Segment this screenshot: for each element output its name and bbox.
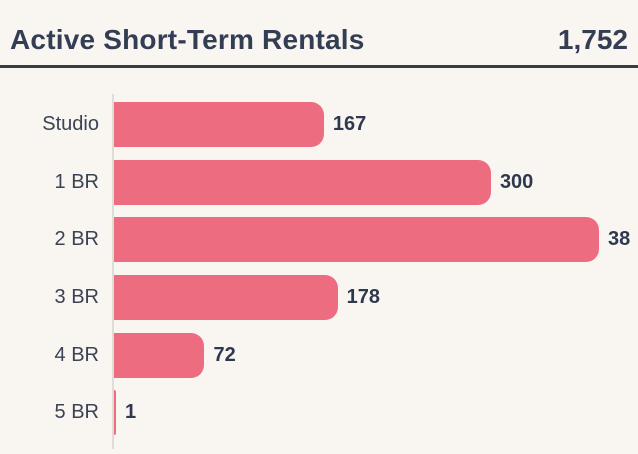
bar-row-1br: 1 BR 300 [0,154,638,212]
bar-1br [114,159,491,205]
bar-track: 300 [114,159,638,205]
bar-chart: Studio 167 1 BR 300 2 BR 38 [0,68,638,449]
bar-5br [114,390,116,436]
bar-track: 1 [114,390,638,436]
bar-row-5br: 5 BR 1 [0,384,638,442]
value-label: 300 [499,170,534,193]
value-label: 1 [125,401,137,424]
bar-rows: Studio 167 1 BR 300 2 BR 38 [0,68,638,442]
value-label: 178 [346,286,381,309]
card-title: Active Short-Term Rentals [10,24,365,55]
bar-track: 72 [114,332,638,378]
category-label: 1 BR [54,170,99,193]
value-label: 72 [213,343,236,366]
bar-track: 178 [114,275,638,321]
bar-4br [114,332,205,378]
value-label: 167 [332,113,367,136]
bar-track: 38 [114,217,638,263]
bar-studio [114,102,324,148]
bar-row-studio: Studio 167 [0,96,638,154]
card-header: Active Short-Term Rentals 1,752 [0,0,638,56]
bar-row-2br: 2 BR 38 [0,211,638,269]
category-label: 5 BR [54,401,99,424]
bar-row-3br: 3 BR 178 [0,269,638,327]
bar-2br [114,217,599,263]
category-label: 3 BR [54,286,99,309]
bar-3br [114,275,338,321]
total-count: 1,752 [557,24,628,55]
bar-track: 167 [114,102,638,148]
value-label: 38 [608,228,631,251]
category-label: 2 BR [54,228,99,251]
bar-row-4br: 4 BR 72 [0,326,638,384]
y-axis-line [112,94,114,449]
category-label: Studio [42,113,99,136]
category-label: 4 BR [54,343,99,366]
header-divider [0,65,638,68]
